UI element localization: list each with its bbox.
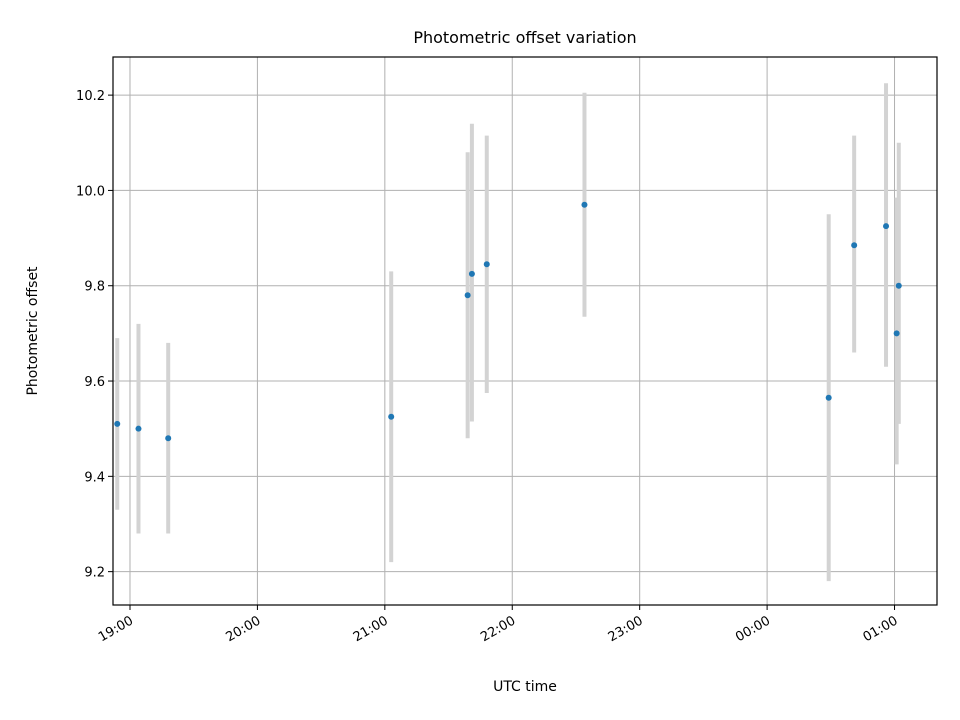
y-tick-label: 10.0 bbox=[76, 184, 105, 199]
plot-frame bbox=[112, 56, 938, 606]
plot-background bbox=[113, 57, 937, 605]
data-point bbox=[893, 330, 900, 337]
y-tick-label: 9.6 bbox=[84, 375, 105, 390]
chart-title: Photometric offset variation bbox=[413, 28, 636, 47]
y-tick-label: 9.8 bbox=[84, 280, 105, 295]
x-tick-label: 19:00 bbox=[96, 613, 136, 645]
y-tick-label: 10.2 bbox=[76, 89, 105, 104]
data-point bbox=[895, 282, 902, 289]
data-point bbox=[388, 413, 395, 420]
y-tick-label: 9.4 bbox=[84, 470, 105, 485]
y-tick-label: 9.2 bbox=[84, 566, 105, 581]
y-axis-label: Photometric offset bbox=[25, 266, 41, 396]
x-tick-label: 01:00 bbox=[861, 613, 901, 645]
data-point bbox=[165, 435, 172, 442]
x-tick-label: 00:00 bbox=[733, 613, 773, 645]
data-point bbox=[851, 242, 858, 249]
data-point bbox=[464, 292, 471, 299]
data-point bbox=[825, 394, 832, 401]
data-point bbox=[483, 261, 490, 268]
x-tick-label: 23:00 bbox=[606, 613, 646, 645]
y-axis: 9.2 9.4 9.6 9.8 10.0 10.2 bbox=[76, 89, 113, 581]
grid bbox=[113, 57, 937, 605]
data-point bbox=[114, 420, 121, 427]
data-points bbox=[114, 201, 902, 442]
x-axis-label: UTC time bbox=[493, 679, 557, 695]
data-point bbox=[581, 201, 588, 208]
x-tick-label: 21:00 bbox=[351, 613, 391, 645]
data-point bbox=[135, 425, 142, 432]
x-axis: 19:00 20:00 21:00 22:00 23:00 00:00 01:00 bbox=[96, 605, 901, 645]
x-tick-label: 20:00 bbox=[223, 613, 263, 645]
x-tick-label: 22:00 bbox=[478, 613, 518, 645]
data-point bbox=[883, 223, 890, 230]
data-point bbox=[468, 270, 475, 277]
